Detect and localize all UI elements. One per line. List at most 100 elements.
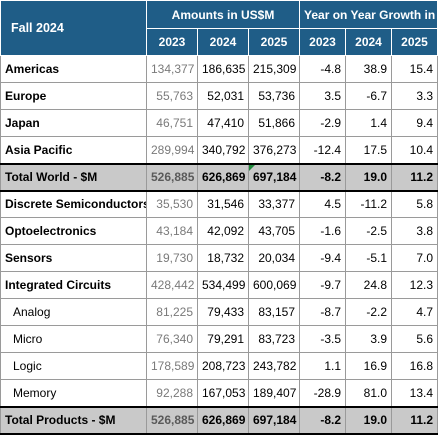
cell-growth: -6.7	[345, 82, 393, 110]
year-header: 2024	[345, 28, 393, 56]
cell-value: 697,184	[247, 405, 301, 435]
cell-growth: 1.1	[299, 352, 347, 380]
cell-value: 697,184	[247, 162, 301, 192]
cell-growth: 24.8	[345, 271, 393, 299]
cell-growth: 3.3	[391, 82, 439, 110]
cell-growth: -9.4	[299, 244, 347, 272]
table-row: Sensors 19,730 18,732 20,034 -9.4 -5.1 7…	[0, 244, 439, 272]
cell-value: 134,377	[146, 55, 198, 83]
cell-growth: -5.1	[345, 244, 393, 272]
cell-value: 18,732	[197, 244, 249, 272]
total-products-row: Total Products - $M 526,885 626,869 697,…	[0, 405, 439, 435]
cell-growth: -8.2	[299, 405, 347, 435]
cell-growth: 9.4	[391, 109, 439, 137]
cell-growth: -12.4	[299, 136, 347, 164]
row-label: Japan	[0, 109, 147, 137]
cell-growth: -11.2	[345, 190, 393, 218]
table-row: Asia Pacific 289,994 340,792 376,273 -12…	[0, 136, 439, 164]
growth-group-header: Year on Year Growth in %	[299, 0, 439, 29]
total-world-row: Total World - $M 526,885 626,869 697,184…	[0, 162, 439, 192]
cell-value: 376,273	[247, 136, 301, 164]
cell-growth: -2.5	[345, 217, 393, 245]
row-label: Total Products - $M	[0, 405, 147, 435]
cell-value: 526,885	[146, 405, 198, 435]
cell-value: 243,782	[247, 352, 301, 380]
cell-value: 35,530	[146, 190, 198, 218]
cell-value: 626,869	[197, 162, 249, 192]
cell-value: 19,730	[146, 244, 198, 272]
cell-growth: 13.4	[391, 379, 439, 407]
table-row: Americas 134,377 186,635 215,309 -4.8 38…	[0, 55, 439, 83]
cell-value: 31,546	[197, 190, 249, 218]
cell-value: 189,407	[247, 379, 301, 407]
cell-value: 167,053	[197, 379, 249, 407]
cell-value: 43,184	[146, 217, 198, 245]
cell-growth: 1.4	[345, 109, 393, 137]
cell-value: 81,225	[146, 298, 198, 326]
cell-growth: 11.2	[391, 405, 439, 435]
cell-value: 51,866	[247, 109, 301, 137]
cell-value: 33,377	[247, 190, 301, 218]
cell-value: 20,034	[247, 244, 301, 272]
cell-value: 215,309	[247, 55, 301, 83]
cell-growth: 4.5	[299, 190, 347, 218]
cell-value: 428,442	[146, 271, 198, 299]
cell-value: 52,031	[197, 82, 249, 110]
cell-growth: 81.0	[345, 379, 393, 407]
cell-value: 76,340	[146, 325, 198, 353]
table-row: Japan 46,751 47,410 51,866 -2.9 1.4 9.4	[0, 109, 439, 137]
cell-value: 79,291	[197, 325, 249, 353]
cell-value: 534,499	[197, 271, 249, 299]
cell-growth: -2.9	[299, 109, 347, 137]
year-header: 2024	[197, 28, 249, 56]
row-label: Memory	[0, 379, 147, 407]
cell-growth: -9.7	[299, 271, 347, 299]
cell-growth: 3.8	[391, 217, 439, 245]
row-label: Logic	[0, 352, 147, 380]
year-header: 2023	[146, 28, 198, 56]
cell-value: 340,792	[197, 136, 249, 164]
row-label: Sensors	[0, 244, 147, 272]
cell-value: 43,705	[247, 217, 301, 245]
year-header: 2025	[247, 28, 301, 56]
row-label: Integrated Circuits	[0, 271, 147, 299]
row-label: Optoelectronics	[0, 217, 147, 245]
cell-value: 79,433	[197, 298, 249, 326]
cell-value: 83,157	[247, 298, 301, 326]
row-label: Micro	[0, 325, 147, 353]
table-row: Memory 92,288 167,053 189,407 -28.9 81.0…	[0, 379, 439, 407]
cell-growth: 19.0	[345, 405, 393, 435]
cell-growth: -8.2	[299, 162, 347, 192]
row-label: Discrete Semiconductors	[0, 190, 147, 218]
cell-value: 53,736	[247, 82, 301, 110]
row-label: Total World - $M	[0, 162, 147, 192]
cell-value: 42,092	[197, 217, 249, 245]
cell-value: 92,288	[146, 379, 198, 407]
cell-growth: 5.6	[391, 325, 439, 353]
cell-growth: 16.8	[391, 352, 439, 380]
cell-growth: 3.5	[299, 82, 347, 110]
table-row: Optoelectronics 43,184 42,092 43,705 -1.…	[0, 217, 439, 245]
table-row: Integrated Circuits 428,442 534,499 600,…	[0, 271, 439, 299]
row-label: Europe	[0, 82, 147, 110]
cell-value: 46,751	[146, 109, 198, 137]
cell-growth: 11.2	[391, 162, 439, 192]
cell-value: 600,069	[247, 271, 301, 299]
cell-growth: 7.0	[391, 244, 439, 272]
cell-growth: 16.9	[345, 352, 393, 380]
cell-value: 47,410	[197, 109, 249, 137]
cell-growth: 15.4	[391, 55, 439, 83]
table-row: Europe 55,763 52,031 53,736 3.5 -6.7 3.3	[0, 82, 439, 110]
row-label: Americas	[0, 55, 147, 83]
cell-growth: 17.5	[345, 136, 393, 164]
cell-value: 55,763	[146, 82, 198, 110]
cell-growth: 5.8	[391, 190, 439, 218]
cell-value: 526,885	[146, 162, 198, 192]
year-header: 2023	[299, 28, 347, 56]
table-row: Analog 81,225 79,433 83,157 -8.7 -2.2 4.…	[0, 298, 439, 326]
cell-growth: -3.5	[299, 325, 347, 353]
cell-growth: -8.7	[299, 298, 347, 326]
cell-growth: 10.4	[391, 136, 439, 164]
